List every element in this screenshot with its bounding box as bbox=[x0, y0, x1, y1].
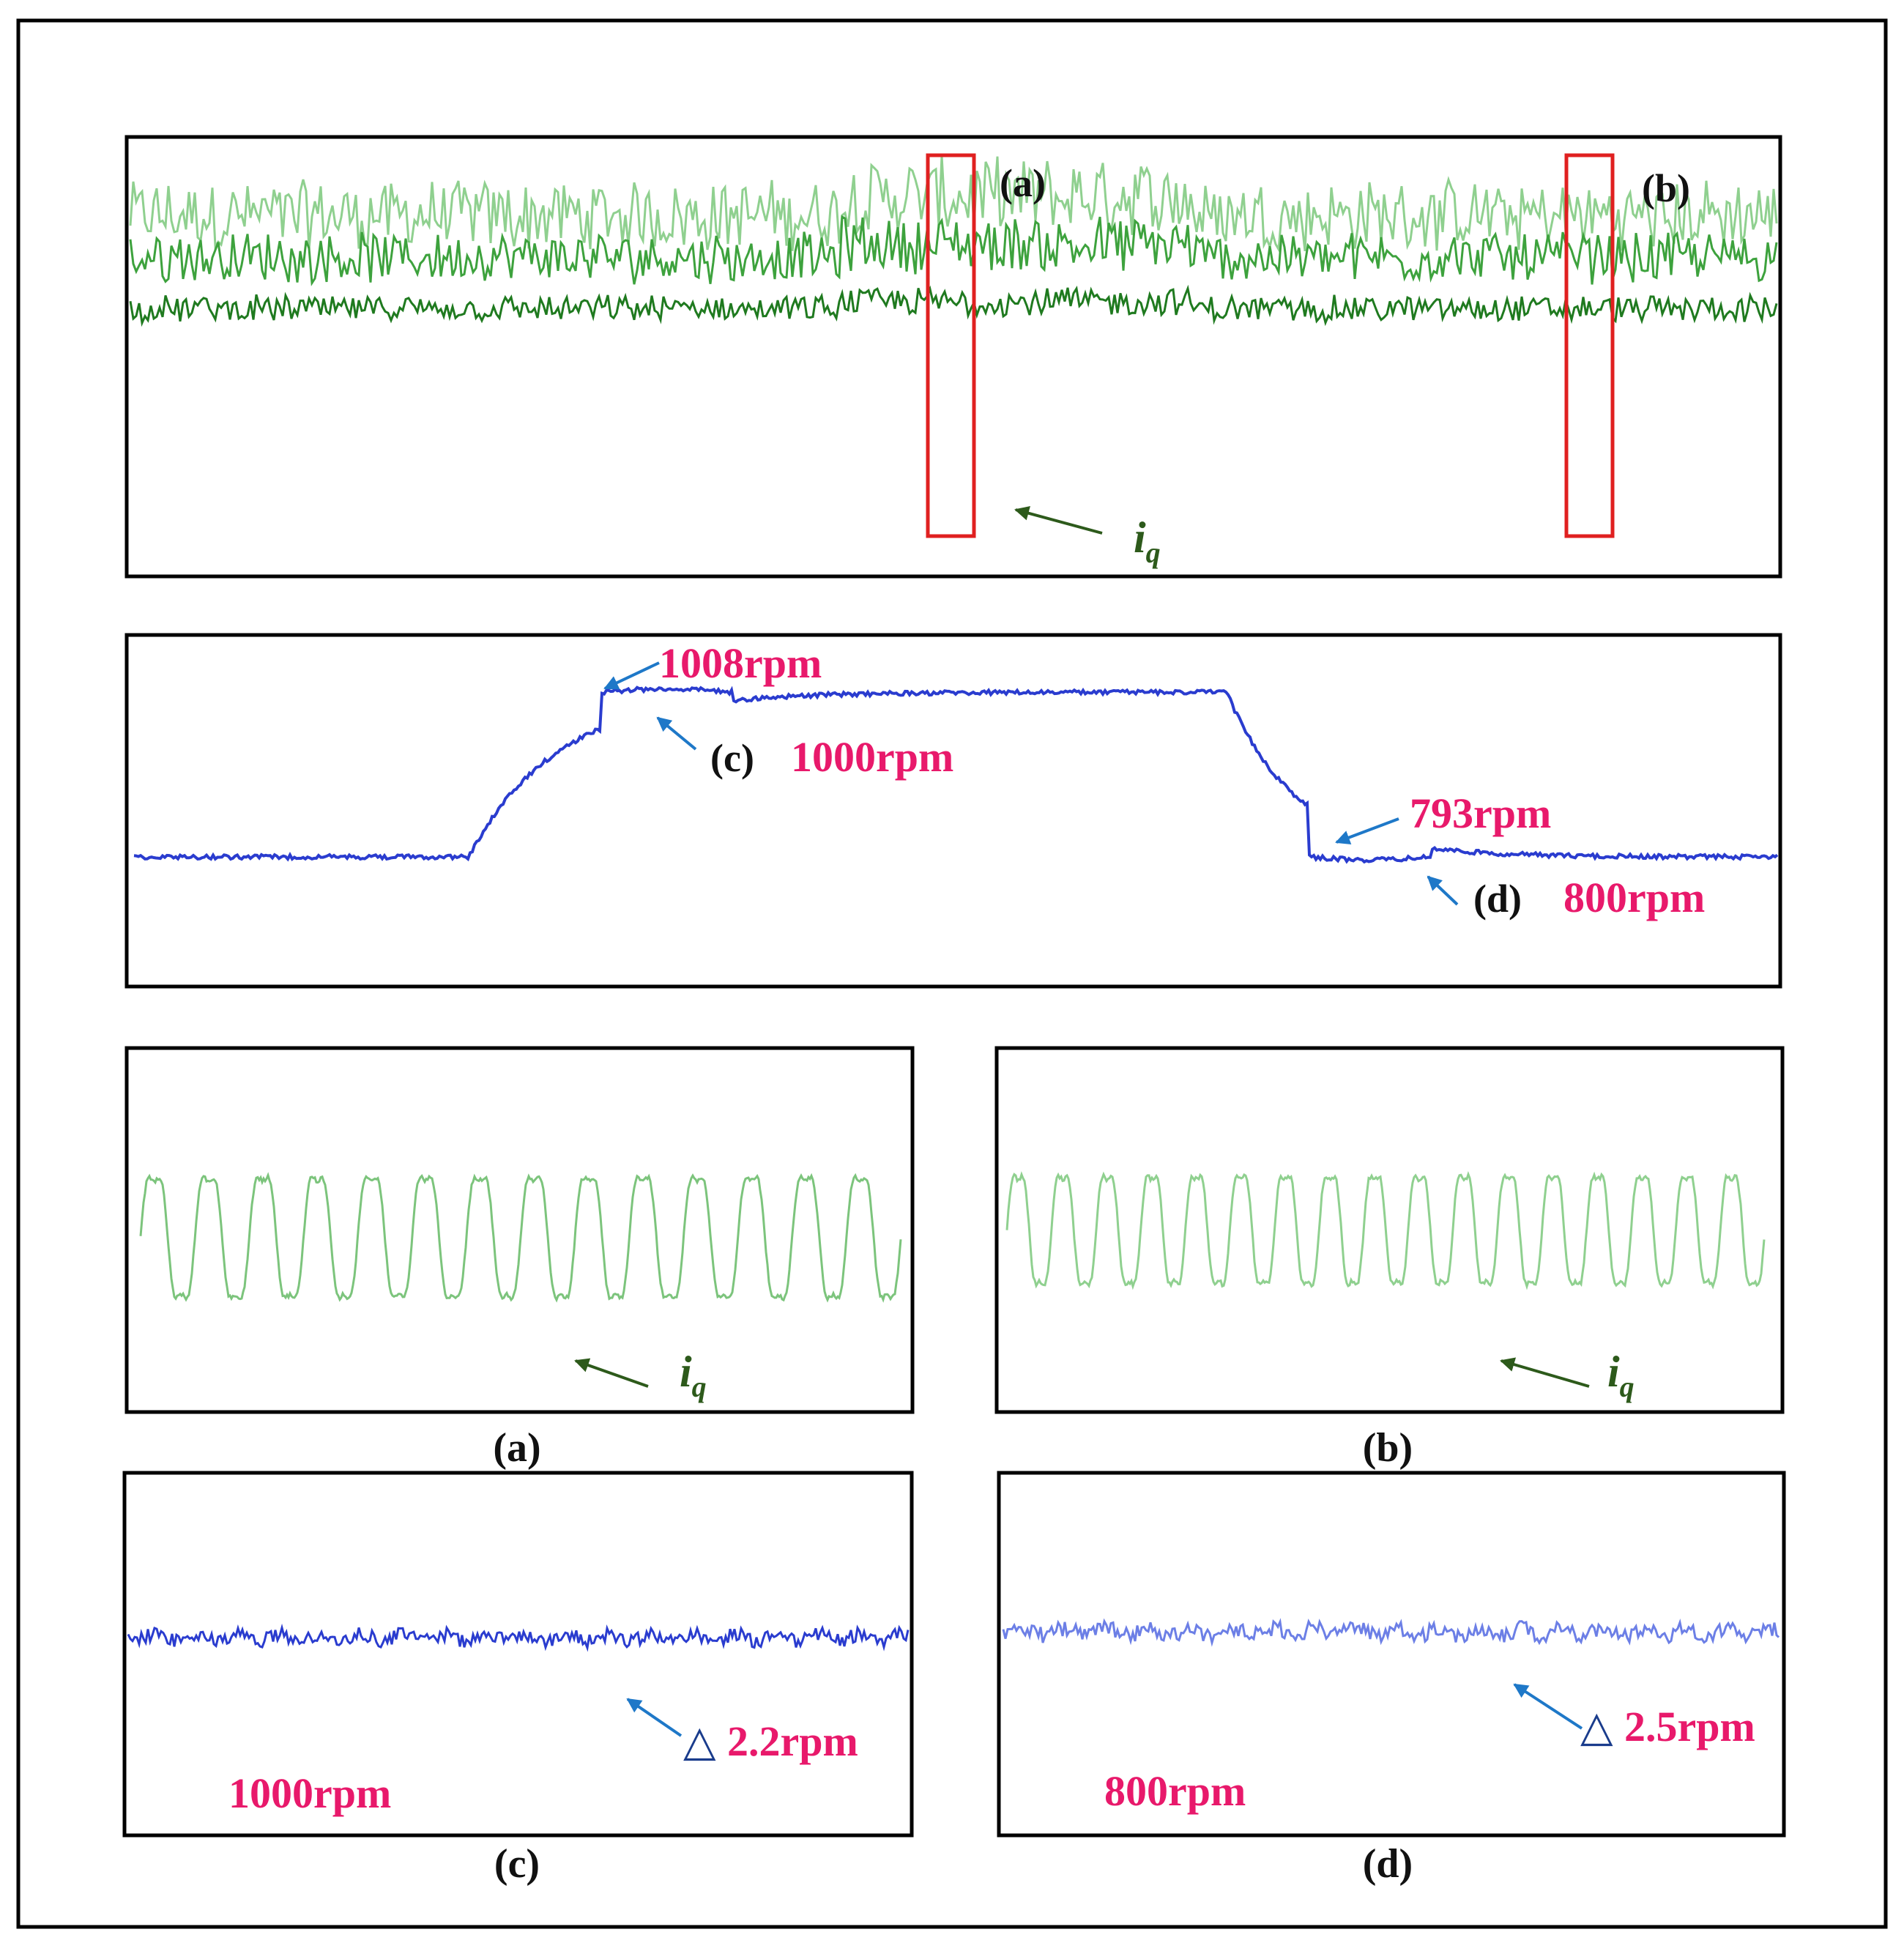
iq-label: iq bbox=[1134, 513, 1161, 569]
zoom-c-delta-arrow bbox=[626, 1698, 683, 1737]
d-value: 800rpm bbox=[1563, 874, 1705, 921]
iq-pointer-arrow bbox=[1014, 506, 1103, 535]
window-marker-a bbox=[926, 153, 976, 538]
zoom-b-caption: (b) bbox=[1363, 1425, 1413, 1471]
outer-frame bbox=[16, 18, 1888, 1929]
zoom-a-iq-arrow bbox=[574, 1358, 649, 1388]
speed-trace bbox=[133, 686, 1779, 864]
zoom-a-caption: (a) bbox=[493, 1425, 540, 1471]
zoom-b-iq-label: iq bbox=[1607, 1348, 1635, 1403]
zoom-d-delta-value: 2.5rpm bbox=[1624, 1703, 1755, 1750]
zoom-panel-c: △ 2.2rpm 1000rpm (c) bbox=[122, 1471, 914, 1887]
overshoot-arrow bbox=[603, 661, 660, 690]
iq-full-waveform bbox=[129, 155, 1778, 327]
zoom-d-frame bbox=[997, 1471, 1786, 1838]
zoom-d-speed-trace bbox=[1002, 1618, 1780, 1647]
zoom-c-caption: (c) bbox=[494, 1841, 540, 1887]
zoom-d-delta-symbol: △ bbox=[1580, 1703, 1613, 1750]
d-tag: (d) bbox=[1473, 877, 1522, 921]
zoom-panel-a: iq (a) bbox=[124, 1046, 915, 1471]
window-marker-b bbox=[1564, 153, 1615, 538]
overshoot-label: 1008rpm bbox=[659, 639, 822, 687]
d-level-arrow bbox=[1427, 875, 1459, 906]
zoom-d-speed-label: 800rpm bbox=[1104, 1767, 1246, 1815]
zoom-b-iq-arrow bbox=[1500, 1357, 1590, 1388]
window-marker-b-label: (b) bbox=[1642, 166, 1690, 210]
zoom-c-delta-symbol: △ bbox=[683, 1717, 716, 1765]
zoom-c-frame bbox=[122, 1471, 914, 1838]
iq-full-panel-frame bbox=[124, 135, 1782, 579]
iq-full-trace-layer-1 bbox=[129, 215, 1778, 286]
iq-full-trace-layer-2 bbox=[129, 284, 1778, 327]
zoom-d-delta-arrow bbox=[1513, 1683, 1583, 1730]
c-level-arrow bbox=[656, 716, 697, 751]
undershoot-arrow bbox=[1335, 817, 1399, 845]
iq-full-panel: (a) (b) iq bbox=[124, 135, 1782, 579]
speed-panel: 1008rpm (c) 1000rpm 793rpm (d) 800rpm bbox=[124, 633, 1782, 989]
window-marker-a-label: (a) bbox=[1000, 161, 1046, 205]
zoom-b-frame bbox=[994, 1046, 1785, 1414]
zoom-a-iq-trace bbox=[139, 1172, 902, 1303]
zoom-panel-d: △ 2.5rpm 800rpm (d) bbox=[997, 1471, 1786, 1887]
zoom-panel-b: iq (b) bbox=[994, 1046, 1785, 1471]
zoom-a-frame bbox=[124, 1046, 915, 1414]
zoom-d-caption: (d) bbox=[1363, 1841, 1413, 1887]
zoom-c-delta-value: 2.2rpm bbox=[727, 1717, 858, 1765]
zoom-c-speed-label: 1000rpm bbox=[228, 1769, 391, 1817]
iq-full-trace-layer-0 bbox=[129, 155, 1778, 253]
c-tag: (c) bbox=[710, 736, 754, 780]
zoom-b-iq-trace bbox=[1005, 1171, 1766, 1290]
zoom-c-speed-trace bbox=[127, 1623, 910, 1652]
c-value: 1000rpm bbox=[791, 733, 953, 781]
zoom-a-iq-label: iq bbox=[680, 1348, 707, 1403]
undershoot-label: 793rpm bbox=[1410, 790, 1551, 837]
speed-panel-frame bbox=[124, 633, 1782, 989]
